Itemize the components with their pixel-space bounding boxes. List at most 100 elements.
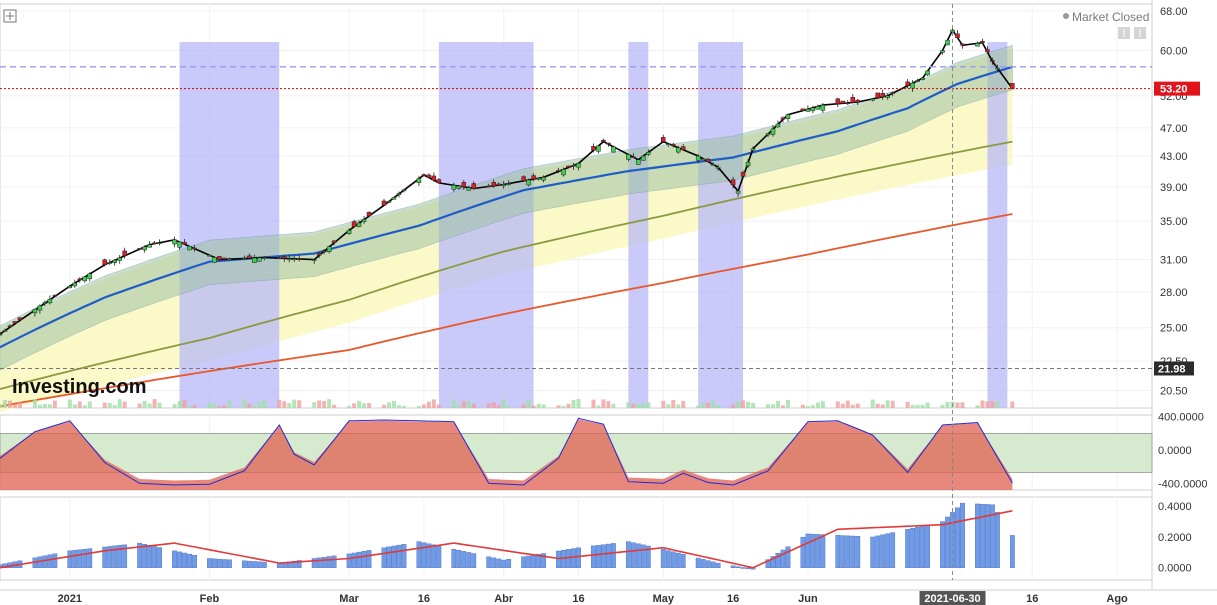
histogram-bar [471,553,477,568]
crosshair-icon[interactable] [3,9,17,23]
candle-body [945,39,950,46]
histogram-bar [251,561,257,568]
candle-body [147,244,152,248]
candle-body [486,185,491,188]
volume-bar [751,402,756,408]
x-tick-label: Ago [1106,593,1128,605]
candle-body [950,29,955,33]
histogram-bar [980,503,985,568]
candle-body [990,60,995,62]
candle-body [995,67,1000,70]
candle-body [361,219,367,222]
candle-body [17,317,23,320]
volume-bar [1010,401,1015,408]
histogram-bar [321,556,327,568]
candle-body [940,50,945,53]
histogram-bar [805,533,811,568]
candle-body [182,242,187,245]
volume-bar [352,403,357,408]
volume-bar [940,404,945,408]
histogram-bar [780,549,786,568]
candle-body [451,185,457,190]
osc-tick-label: -400.0000 [1158,478,1208,490]
histogram-bar [316,557,322,568]
candle-body [32,309,38,314]
histogram-bar [117,545,123,568]
volume-bar [925,402,930,408]
histogram-bar [241,560,247,568]
band-fill [0,44,1013,371]
candle-body [366,211,372,217]
volume-bar [72,404,77,408]
volume-bar [262,399,267,408]
histogram-bar [611,543,616,568]
histogram-bar [541,553,546,568]
candle-body [770,128,776,135]
candle-body [626,154,631,160]
volume-bar [561,405,566,408]
histogram-bar [890,532,896,568]
volume-bar [461,401,466,408]
volume-bar [800,404,805,408]
hist-tick-label: 0.0000 [1158,563,1192,575]
volume-bar [875,403,880,408]
histogram-bar [910,527,916,568]
histogram-bar [815,534,821,568]
x-tick-label: Abr [494,593,514,605]
volume-bar [247,403,252,408]
candle-body [331,240,337,243]
volume-bar [835,401,840,408]
volume-bar [980,400,985,408]
x-tick-label: 2021 [58,593,82,605]
candle-body [521,176,526,182]
candle-body [242,258,247,260]
histogram-bar [601,544,606,568]
candle-body [675,147,681,153]
volume-bar [217,405,222,408]
histogram-bar [660,549,666,568]
candle-body [386,201,392,203]
histogram-bar [715,562,721,568]
volume-bar [521,404,526,408]
candle-body [227,258,232,261]
histogram-bar [426,543,432,568]
candle-body [536,177,541,180]
candle-body [172,239,177,245]
histogram-bar [785,546,791,568]
volume-bar [960,402,965,408]
volume-bar [157,402,162,408]
candle-body [346,230,352,234]
histogram-bar [820,534,826,568]
histogram-bar [296,560,302,568]
candle-body [885,95,890,98]
histogram-bar [835,535,841,568]
osc-tick-label: 0.0000 [1158,445,1192,457]
volume-bar [910,405,915,408]
volume-bar [177,401,182,408]
candle-body [646,152,651,155]
volume-bar [2,399,7,408]
histogram-bar [401,544,407,568]
volume-bar [147,403,152,408]
volume-bar [576,399,581,408]
candle-body [840,100,846,104]
volume-bar [606,401,611,408]
histogram-bar [675,552,681,568]
volume-bar [82,405,87,408]
candle-body [980,40,985,43]
volume-bar [880,404,885,408]
volume-bar [142,400,147,408]
histogram-bar [52,553,58,568]
volume-bar [471,403,476,408]
volume-bar [292,399,297,408]
volume-bar [945,401,950,408]
candle-style-icon[interactable] [1118,27,1146,39]
histogram-bar [311,558,317,568]
x-tick-label: Mar [339,593,359,605]
osc-tick-label: 400.0000 [1158,412,1204,424]
y-tick-label: 43.00 [1160,151,1188,163]
y-tick-label: 60.00 [1160,46,1188,58]
candle-body [426,174,432,178]
volume-bar [77,401,82,408]
candle-body [985,49,990,53]
